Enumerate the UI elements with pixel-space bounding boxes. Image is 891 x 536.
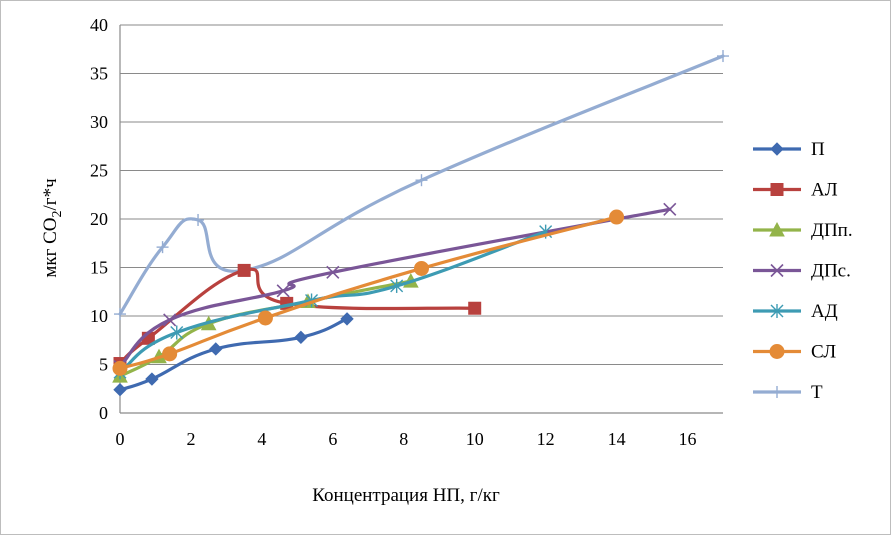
series-0-point-2 — [209, 342, 223, 356]
y-tick-label-1: 5 — [99, 355, 108, 375]
series-6-point-4 — [415, 174, 428, 187]
legend-label-2: ДПп. — [811, 220, 853, 241]
y-tick-label-8: 40 — [90, 15, 108, 35]
legend-swatch-marker-4 — [770, 304, 784, 318]
series-5 — [112, 209, 625, 376]
series-3-point-2 — [276, 284, 290, 298]
legend-swatch-marker-3 — [770, 263, 784, 278]
series-5-point-0 — [112, 360, 128, 376]
legend-label-4: АД — [811, 301, 838, 322]
series-4-point-3 — [390, 278, 404, 293]
series-0-point-4 — [340, 312, 354, 326]
series-4-point-1 — [170, 325, 184, 340]
x-tick-label-8: 16 — [679, 429, 697, 449]
series-3 — [113, 202, 677, 374]
series-1-point-2 — [237, 263, 251, 277]
gridlines — [120, 24, 723, 365]
y-tick-label-7: 35 — [90, 64, 108, 84]
series-3-point-3 — [326, 265, 340, 279]
series-5-point-3 — [414, 260, 429, 276]
series-group — [112, 50, 729, 397]
series-4 — [113, 224, 553, 380]
legend-label-5: СЛ — [811, 342, 836, 363]
y-tick-labels: 0 5 10 15 20 25 30 35 40 — [90, 15, 108, 423]
legend-item-5: СЛ — [753, 342, 836, 363]
y-tick-label-2: 10 — [90, 306, 108, 326]
series-6-point-0 — [114, 308, 126, 321]
x-tick-label-1: 2 — [186, 429, 195, 449]
legend-swatch-marker-5 — [769, 344, 785, 359]
series-1-point-4 — [468, 301, 482, 315]
legend-item-0: П — [753, 139, 825, 160]
legend-swatch-marker-6 — [771, 386, 783, 398]
legend-swatch-marker-0 — [770, 142, 784, 156]
y-tick-label-3: 15 — [90, 258, 108, 278]
series-6-point-5 — [717, 50, 729, 63]
legend-item-2: ДПп. — [753, 220, 853, 241]
x-tick-labels: 0 2 4 6 8 10 12 14 16 — [116, 429, 697, 449]
legend-item-4: АД — [753, 301, 838, 322]
series-0-point-3 — [294, 330, 308, 345]
y-tick-label-5: 25 — [90, 161, 108, 181]
series-0-point-1 — [145, 372, 159, 386]
x-axis-title: Концентрация НП, г/кг — [312, 485, 500, 506]
x-tick-label-2: 4 — [257, 429, 266, 449]
axes — [119, 25, 723, 414]
series-0 — [113, 312, 354, 397]
series-0-point-0 — [113, 383, 127, 397]
legend-label-3: ДПс. — [811, 261, 851, 282]
series-5-point-2 — [257, 310, 273, 326]
x-tick-label-0: 0 — [116, 429, 125, 449]
legend-item-6: Т — [753, 382, 823, 403]
legend-label-0: П — [811, 139, 825, 160]
legend-swatch-marker-1 — [770, 183, 784, 196]
series-6-point-2 — [192, 213, 205, 226]
series-3-point-4 — [663, 202, 677, 216]
x-tick-label-6: 12 — [537, 429, 555, 449]
legend-item-3: ДПс. — [753, 261, 851, 282]
series-3-point-1 — [163, 313, 177, 327]
y-axis-title-subscript: 2 — [50, 210, 65, 217]
x-tick-label-7: 14 — [608, 429, 626, 449]
y-tick-label-0: 0 — [99, 403, 108, 423]
y-tick-label-6: 30 — [90, 112, 108, 132]
legend: П АЛ ДПп. ДПс. АД СЛ Т — [753, 139, 853, 403]
y-axis-title-main: мкг CO — [40, 217, 61, 277]
series-6-point-1 — [156, 241, 169, 254]
legend-item-1: АЛ — [753, 180, 838, 201]
y-axis-title: мкг CO2/г*ч — [40, 178, 65, 278]
legend-label-1: АЛ — [811, 180, 838, 201]
x-tick-label-5: 10 — [466, 429, 484, 449]
series-5-point-4 — [609, 209, 625, 225]
legend-swatch-marker-2 — [769, 221, 785, 237]
x-tick-label-3: 6 — [328, 429, 337, 449]
legend-label-6: Т — [811, 382, 823, 403]
y-tick-label-4: 20 — [90, 209, 108, 229]
series-5-point-1 — [162, 346, 178, 362]
x-tick-label-4: 8 — [399, 429, 408, 449]
y-axis-title-tail: /г*ч — [40, 178, 61, 211]
